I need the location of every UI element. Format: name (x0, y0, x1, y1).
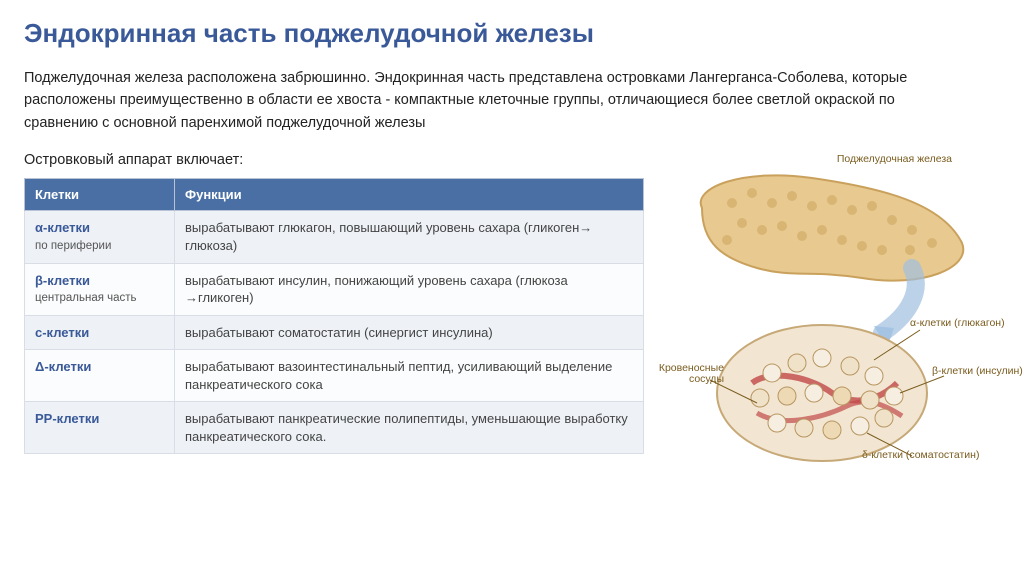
illus-label-beta: β-клетки (инсулин) (932, 366, 1023, 377)
th-cells: Клетки (25, 179, 175, 211)
cell-type: с-клетки (25, 315, 175, 350)
cell-type: Δ-клетки (25, 350, 175, 402)
cell-type: α-клетки по периферии (25, 211, 175, 263)
table-row: РР-клетки вырабатывают панкреатические п… (25, 402, 644, 454)
cell-label: РР-клетки (35, 411, 99, 426)
illus-caption: Поджелудочная железа (837, 154, 952, 165)
cell-function: вырабатывают панкреатические полипептиды… (175, 402, 644, 454)
illus-label-alpha: α-клетки (глюкагон) (910, 318, 1005, 329)
page-title: Эндокринная часть поджелудочной железы (0, 0, 1024, 57)
cell-label: с-клетки (35, 325, 89, 340)
illus-label-delta: δ-клетки (соматостатин) (862, 450, 979, 461)
cells-table: Клетки Функции α-клетки по периферии выр… (24, 178, 644, 454)
cell-sublabel: центральная часть (35, 291, 164, 307)
pancreas-illustration: Поджелудочная железа (662, 148, 982, 468)
cell-function: вырабатывают инсулин, понижающий уровень… (175, 263, 644, 315)
cell-type: β-клетки центральная часть (25, 263, 175, 315)
illus-label-vessels: Кровеносные сосуды (644, 363, 724, 385)
intro-paragraph: Поджелудочная железа расположена забрюши… (0, 57, 960, 138)
cell-label: α-клетки (35, 220, 90, 235)
table-header-row: Клетки Функции (25, 179, 644, 211)
content-row: Клетки Функции α-клетки по периферии выр… (0, 178, 1024, 468)
table-row: с-клетки вырабатывают соматостатин (сине… (25, 315, 644, 350)
cell-label: β-клетки (35, 273, 90, 288)
cell-sublabel: по периферии (35, 239, 164, 255)
cell-type: РР-клетки (25, 402, 175, 454)
table-row: α-клетки по периферии вырабатывают глюка… (25, 211, 644, 263)
cell-function: вырабатывают вазоинтестинальный пептид, … (175, 350, 644, 402)
table-row: β-клетки центральная часть вырабатывают … (25, 263, 644, 315)
cell-label: Δ-клетки (35, 359, 91, 374)
table-row: Δ-клетки вырабатывают вазоинтестинальный… (25, 350, 644, 402)
th-functions: Функции (175, 179, 644, 211)
cell-function: вырабатывают соматостатин (синергист инс… (175, 315, 644, 350)
cell-function: вырабатывают глюкагон, повышающий уровен… (175, 211, 644, 263)
pancreas-svg (662, 148, 982, 468)
